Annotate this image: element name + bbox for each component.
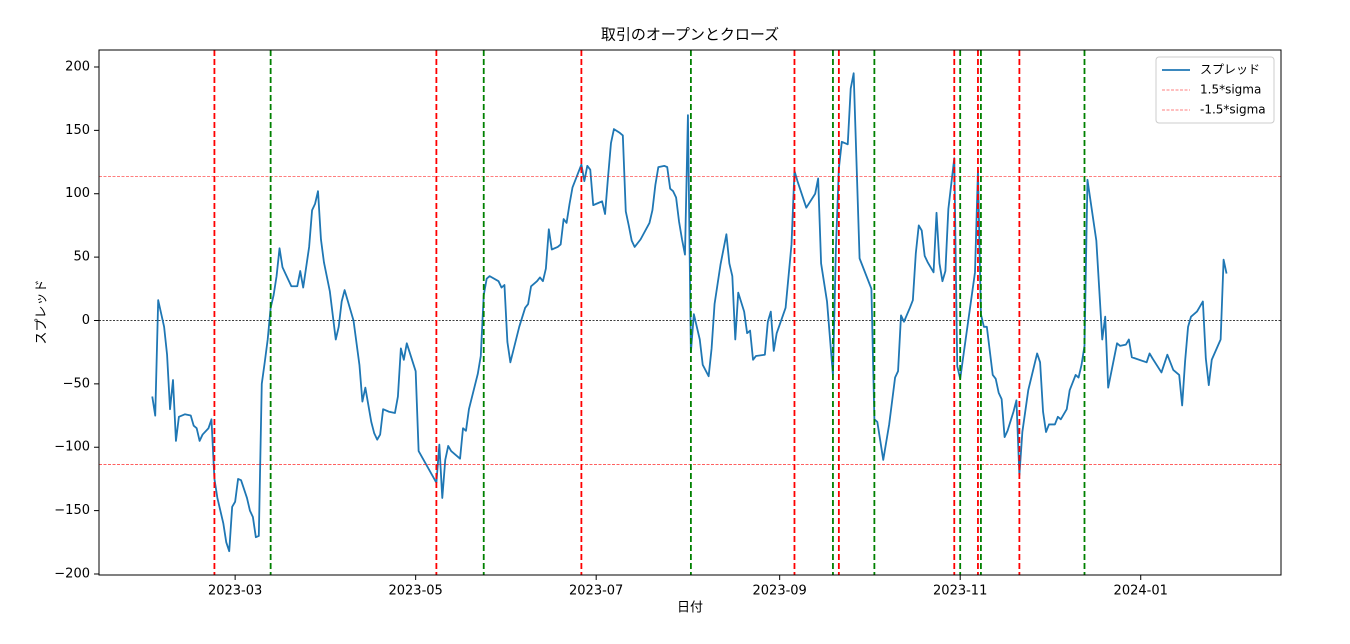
- plot: [99, 50, 1281, 575]
- y-tick-label: −50: [63, 376, 90, 391]
- y-tick-label: 50: [73, 250, 90, 265]
- y-tick-label: 0: [82, 313, 90, 328]
- x-tick-label: 2023-09: [753, 584, 807, 599]
- y-tick-label: −150: [54, 503, 90, 518]
- legend-box: [1155, 56, 1275, 124]
- y-tick-label: 100: [65, 186, 90, 201]
- chart-title: 取引のオープンとクローズ: [601, 26, 779, 44]
- legend-label: -1.5*sigma: [1200, 103, 1266, 117]
- y-tick-label: 150: [65, 123, 90, 138]
- y-tick-label: −100: [54, 440, 90, 455]
- x-tick-label: 2024-01: [1114, 584, 1168, 599]
- spread-line: [151, 72, 1228, 553]
- y-axis-label: スプレッド: [35, 279, 50, 344]
- x-tick-label: 2023-03: [208, 584, 262, 599]
- y-tick-label: −200: [54, 566, 90, 581]
- legend-label: スプレッド: [1200, 63, 1260, 77]
- x-tick-label: 2023-05: [388, 584, 442, 599]
- plot-frame: [98, 49, 1282, 576]
- x-tick-label: 2023-07: [569, 584, 623, 599]
- x-axis-label: 日付: [677, 601, 703, 616]
- y-tick-label: 200: [65, 59, 90, 74]
- legend-label: 1.5*sigma: [1200, 83, 1261, 97]
- x-tick-label: 2023-11: [933, 584, 987, 599]
